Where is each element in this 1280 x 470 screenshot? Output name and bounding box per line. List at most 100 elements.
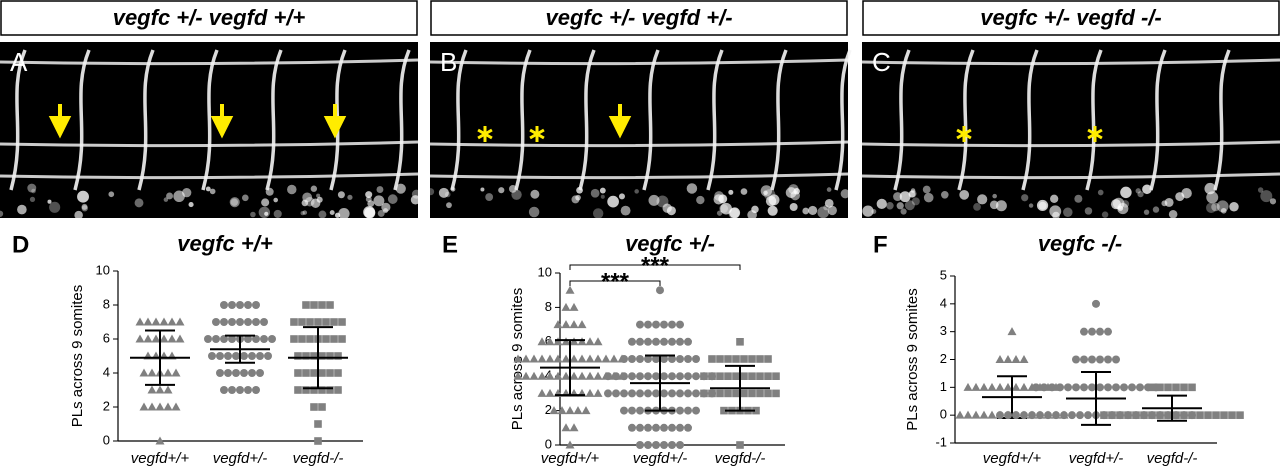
data-point bbox=[676, 337, 684, 346]
data-point bbox=[256, 369, 264, 377]
chart-title: vegfc -/- bbox=[1038, 231, 1122, 256]
tissue bbox=[188, 202, 194, 208]
data-point bbox=[732, 355, 740, 363]
data-point bbox=[220, 335, 228, 343]
data-point bbox=[561, 354, 571, 363]
data-point bbox=[561, 302, 571, 311]
tissue bbox=[728, 207, 740, 219]
tissue bbox=[498, 187, 505, 194]
data-point bbox=[135, 334, 145, 343]
sig-bracket bbox=[569, 264, 741, 270]
tissue bbox=[508, 184, 517, 193]
data-point bbox=[298, 335, 306, 343]
data-point bbox=[1220, 411, 1228, 419]
data-point bbox=[692, 389, 700, 398]
tissue bbox=[747, 210, 757, 220]
tissue bbox=[365, 191, 373, 199]
data-point bbox=[1136, 383, 1144, 392]
tissue bbox=[1269, 198, 1277, 205]
data-point bbox=[1132, 411, 1140, 419]
sig-label: *** bbox=[641, 252, 670, 279]
tissue bbox=[134, 198, 144, 208]
y-tick-label: 5 bbox=[940, 267, 947, 282]
data-point bbox=[1028, 411, 1036, 420]
tissue bbox=[896, 202, 904, 210]
data-point bbox=[700, 372, 708, 380]
data-point bbox=[756, 389, 764, 398]
y-tick-label: 8 bbox=[545, 299, 552, 314]
data-point bbox=[732, 389, 740, 398]
data-point bbox=[1088, 355, 1096, 364]
data-point bbox=[668, 355, 676, 363]
tissue bbox=[729, 207, 741, 219]
tissue bbox=[300, 211, 305, 216]
tissue bbox=[620, 205, 631, 216]
tissue bbox=[666, 206, 676, 216]
y-tick-label: 0 bbox=[940, 407, 947, 422]
data-point bbox=[1104, 327, 1112, 336]
tissue bbox=[287, 184, 297, 195]
data-point bbox=[513, 354, 523, 363]
tissue bbox=[377, 209, 385, 217]
tissue bbox=[740, 188, 748, 195]
tissue bbox=[74, 210, 83, 220]
data-point bbox=[676, 320, 684, 329]
data-point bbox=[979, 382, 989, 391]
tissue bbox=[273, 197, 279, 203]
y-tick-label: 4 bbox=[103, 364, 110, 379]
asterisk bbox=[956, 128, 972, 140]
tissue bbox=[802, 207, 810, 215]
tissue bbox=[899, 191, 911, 203]
data-point bbox=[232, 352, 240, 360]
data-point bbox=[322, 318, 330, 326]
data-point bbox=[636, 372, 644, 381]
tissue bbox=[438, 187, 449, 198]
tissue bbox=[166, 192, 174, 200]
tissue bbox=[108, 191, 115, 198]
data-point bbox=[298, 318, 306, 326]
data-point bbox=[593, 371, 603, 380]
arrow bbox=[210, 104, 234, 139]
data-point bbox=[537, 371, 547, 380]
data-point bbox=[724, 372, 732, 380]
vessel-v bbox=[957, 49, 975, 191]
panel-header: vegfc +/- vegfd +/- bbox=[545, 5, 732, 30]
data-point bbox=[1060, 411, 1068, 420]
tissue bbox=[446, 202, 452, 209]
vessel-v bbox=[1021, 49, 1039, 191]
data-point bbox=[318, 403, 326, 411]
data-point bbox=[1044, 411, 1052, 420]
data-point bbox=[609, 354, 619, 363]
data-point bbox=[740, 355, 748, 363]
sd-bar bbox=[725, 364, 755, 412]
data-point bbox=[569, 302, 579, 311]
tissue bbox=[977, 194, 988, 205]
tissue bbox=[1142, 184, 1152, 195]
data-point bbox=[684, 355, 692, 363]
data-point bbox=[652, 441, 660, 449]
x-tick-label: vegfd-/- bbox=[293, 450, 344, 467]
tissue bbox=[1175, 192, 1185, 202]
data-point bbox=[252, 386, 260, 394]
data-point bbox=[1064, 383, 1072, 392]
data-point bbox=[660, 441, 668, 449]
tissue bbox=[77, 190, 89, 203]
panel-letter: C bbox=[872, 47, 891, 77]
data-point bbox=[212, 318, 220, 326]
data-point bbox=[684, 406, 692, 415]
data-point bbox=[628, 355, 636, 363]
data-point bbox=[163, 368, 173, 377]
data-point bbox=[1076, 411, 1084, 420]
data-point bbox=[716, 355, 724, 363]
data-point bbox=[228, 301, 236, 309]
data-point bbox=[684, 372, 692, 381]
data-point bbox=[601, 354, 611, 363]
data-point bbox=[692, 406, 700, 415]
data-point bbox=[294, 352, 302, 360]
data-point bbox=[644, 337, 652, 346]
data-point bbox=[987, 382, 997, 391]
data-point bbox=[1108, 411, 1116, 419]
tissue bbox=[1137, 191, 1144, 198]
tissue bbox=[410, 195, 421, 205]
data-point bbox=[577, 337, 587, 346]
